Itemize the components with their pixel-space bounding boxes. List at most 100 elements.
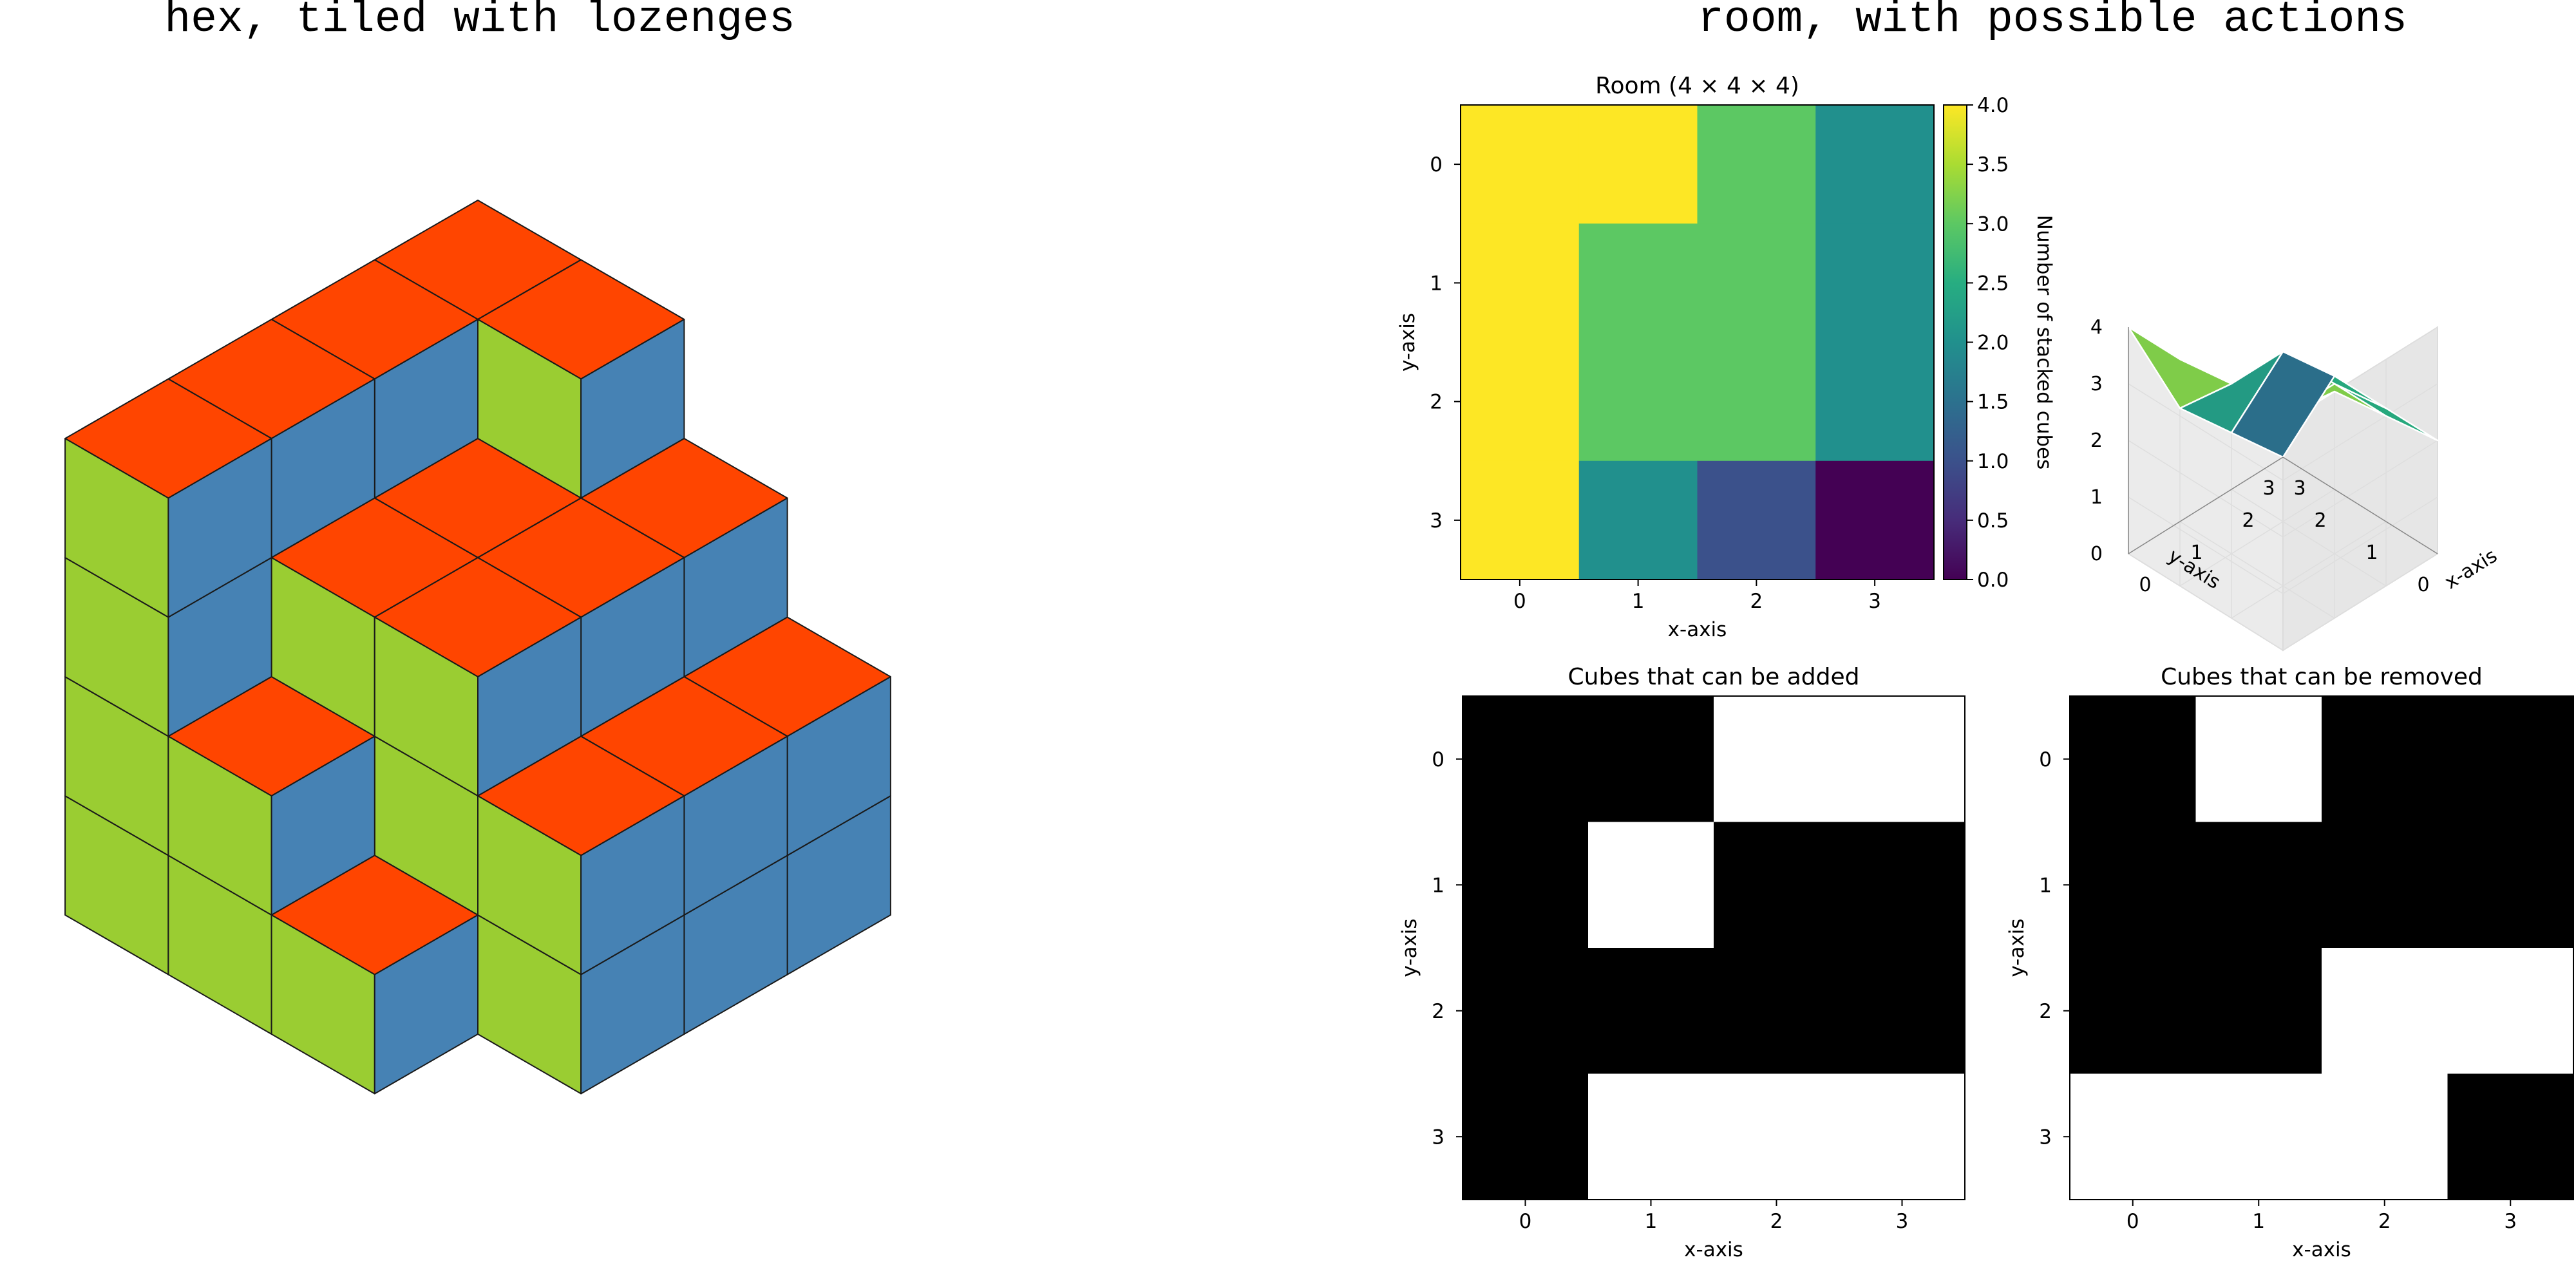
heatmap-cell [1463,948,1589,1075]
heatmap-cell [1461,105,1580,224]
y-tick-label: 2 [2314,509,2326,532]
heatmap-cell [1839,696,1965,823]
x-axis-label: x-axis [2292,1238,2351,1261]
heatmap-cell [2447,948,2574,1075]
x-tick-label: 3 [1868,590,1881,613]
x-tick-label: 2 [1770,1210,1783,1233]
y-tick-label: 1 [1432,874,1444,897]
addable-cubes-chart: 0 1 2 3 0 1 2 3 Cubes that can be added x-axis y-a… [1398,664,1965,1261]
heatmap-cell [2070,948,2197,1075]
heatmap-cell [2447,696,2574,823]
y-tick-label: 0 [2417,574,2429,596]
heatmap-cell [1697,223,1816,343]
z-tick-label: 3 [2090,373,2103,395]
axis-edge [2282,457,2438,554]
y-tick-label: 1 [2365,542,2378,564]
heatmap-cell [1578,105,1698,224]
room-heatmap-chart: 0 1 2 3 0 1 2 3 Room (4 × 4 × 4) x-axis y-axis [1396,73,1935,641]
lozenge-right [580,795,685,976]
heatmap-cell [1697,342,1816,462]
x-tick-label: 1 [2252,1210,2265,1233]
chart-title: Room (4 × 4 × 4) [1595,73,1799,99]
x-tick-label: 1 [2190,542,2202,564]
lozenge-tiling [64,200,891,1095]
z-tick-label: 4 [2090,316,2103,339]
heatmap-cell [1815,223,1935,343]
heatmap-cell [1578,460,1698,580]
plot-frame [1460,104,1935,580]
y-tick-label: 3 [1430,509,1443,533]
heatmap-cell [1697,105,1816,224]
grid-line [2128,496,2438,594]
right-panel-title: room, with possible actions [1698,0,2407,44]
heatmap-cell [2322,822,2448,948]
colorbar-label: Number of stacked cubes [2032,215,2056,470]
x-axis-label: x-axis [2441,545,2501,594]
colorbar-tick-label: 2.0 [1977,332,2009,355]
y-tick-label: 3 [2039,1126,2052,1149]
heatmap-cell [1588,822,1714,948]
x-tick-label: 2 [1750,590,1763,613]
z-tick-label: 2 [2090,429,2103,452]
heatmap-cell [1463,696,1589,823]
x-tick-label: 1 [1632,590,1645,613]
grid-line [2179,489,2335,587]
grid-line [2179,521,2335,619]
heatmap-cell [2070,696,2197,823]
x-tick-label: 2 [2378,1210,2391,1233]
heatmap-cell [1714,948,1840,1075]
x-tick-label: 3 [1896,1210,1909,1233]
heatmap-cell [2195,948,2322,1075]
heatmap-cell [1463,1073,1589,1200]
x-tick-label: 3 [2293,477,2306,500]
y-tick-label: 3 [1432,1126,1444,1149]
x-tick-label: 0 [2139,574,2151,596]
y-tick-label: 2 [2039,1000,2052,1023]
heatmap-cell [2195,822,2322,948]
heatmap-cell [1815,460,1935,580]
z-tick-label: 1 [2090,486,2103,509]
y-tick-label: 3 [2262,477,2275,500]
x-tick-label: 3 [2504,1210,2517,1233]
heatmap-cell [1588,696,1714,823]
x-axis-label: x-axis [1684,1238,1743,1261]
heatmap-cell [1578,342,1698,462]
y-tick-label: 0 [1432,748,1444,771]
colorbar-tick-label: 3.5 [1977,153,2009,176]
heatmap-cell [1461,223,1580,343]
heatmap-cell [1578,223,1698,343]
axis-edge [2128,457,2284,554]
x-tick-label: 0 [1513,590,1526,613]
y-tick-label: 0 [1430,153,1443,176]
heatmap-cell [2070,822,2197,948]
y-tick-label: 1 [2039,874,2052,897]
heatmap-cell [1714,696,1840,823]
grid-line [2128,553,2438,651]
z-tick-label: 0 [2090,543,2103,565]
heatmap-cell [2322,1073,2448,1200]
colorbar-tick-label: 2.5 [1977,272,2009,295]
heatmap-cell [1839,1073,1965,1200]
heatmap-cell [1714,1073,1840,1200]
colorbar-tick-label: 0.0 [1977,569,2009,592]
lozenge-right [167,438,272,618]
heatmap-cell [1463,822,1589,948]
room-colorbar: 0.0 0.5 1.0 1.5 2.0 2.5 3.0 3.5 4.0 Number of sta… [1943,94,2056,592]
y-tick-label: 0 [2039,748,2052,771]
heatmap-cell [2195,1073,2322,1200]
x-tick-label: 0 [2126,1210,2139,1233]
y-tick-label: 2 [1432,1000,1444,1023]
x-tick-label: 1 [1645,1210,1658,1233]
heatmap-cell [1815,342,1935,462]
plot-frame [1462,695,1965,1200]
heatmap-cell [1815,105,1935,224]
colorbar-tick-label: 0.5 [1977,509,2009,533]
grid-line [2231,521,2387,619]
chart-title: Cubes that can be added [1567,664,1859,690]
colorbar-tick-label: 1.5 [1977,391,2009,414]
colorbar-bar [1943,104,1967,580]
colorbar-tick-label: 1.0 [1977,450,2009,473]
heatmap-cell [1697,460,1816,580]
heatmap-cell [2322,696,2448,823]
x-axis-label: x-axis [1668,618,1727,641]
